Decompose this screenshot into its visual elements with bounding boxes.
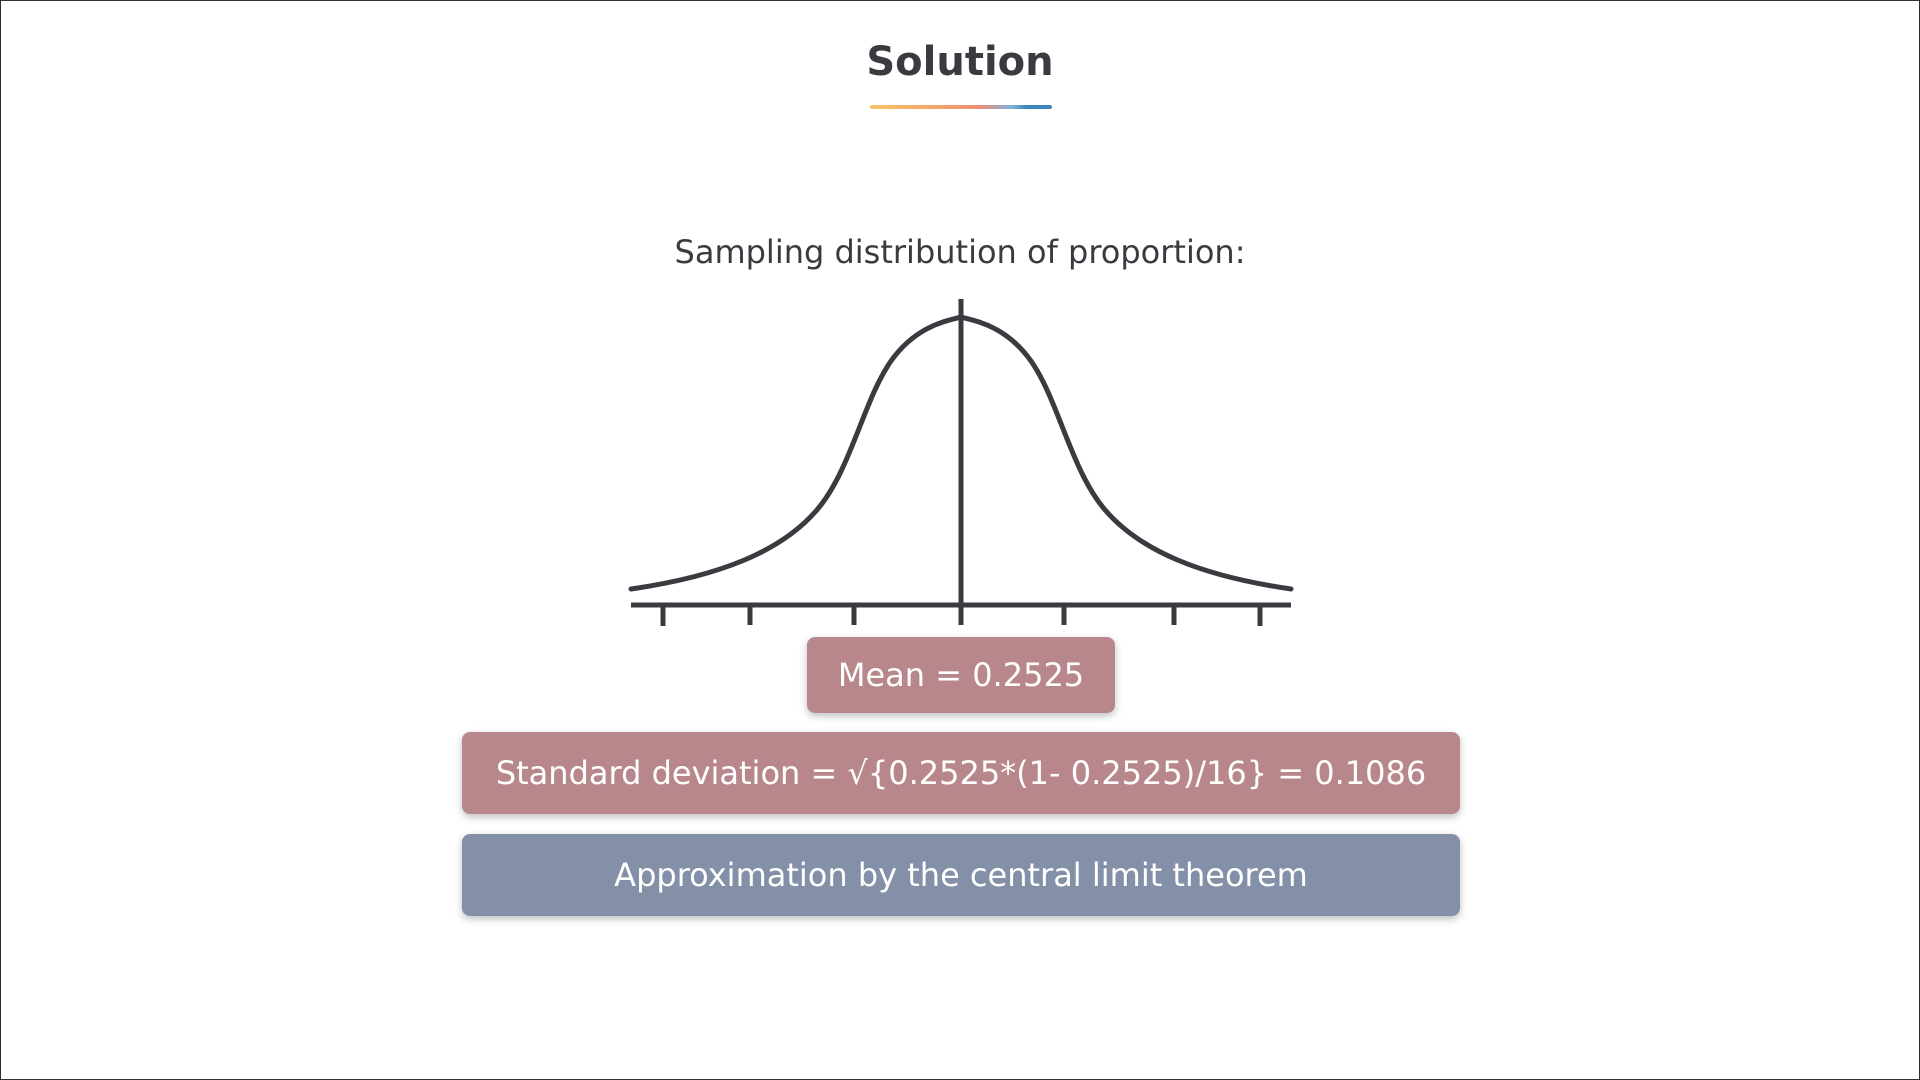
clt-approximation-box: Approximation by the central limit theor… — [462, 834, 1460, 916]
normal-curve-diagram — [628, 299, 1294, 626]
standard-deviation-box: Standard deviation = √{0.2525*(1- 0.2525… — [462, 732, 1460, 814]
clt-approximation-label: Approximation by the central limit theor… — [614, 856, 1308, 894]
slide-title: Solution — [866, 39, 1054, 85]
mean-box: Mean = 0.2525 — [807, 637, 1115, 713]
mean-label: Mean = 0.2525 — [837, 656, 1085, 694]
title-underline-decoration — [870, 105, 1052, 109]
diagram-subtitle: Sampling distribution of proportion: — [674, 233, 1246, 271]
standard-deviation-label: Standard deviation = √{0.2525*(1- 0.2525… — [495, 754, 1427, 792]
